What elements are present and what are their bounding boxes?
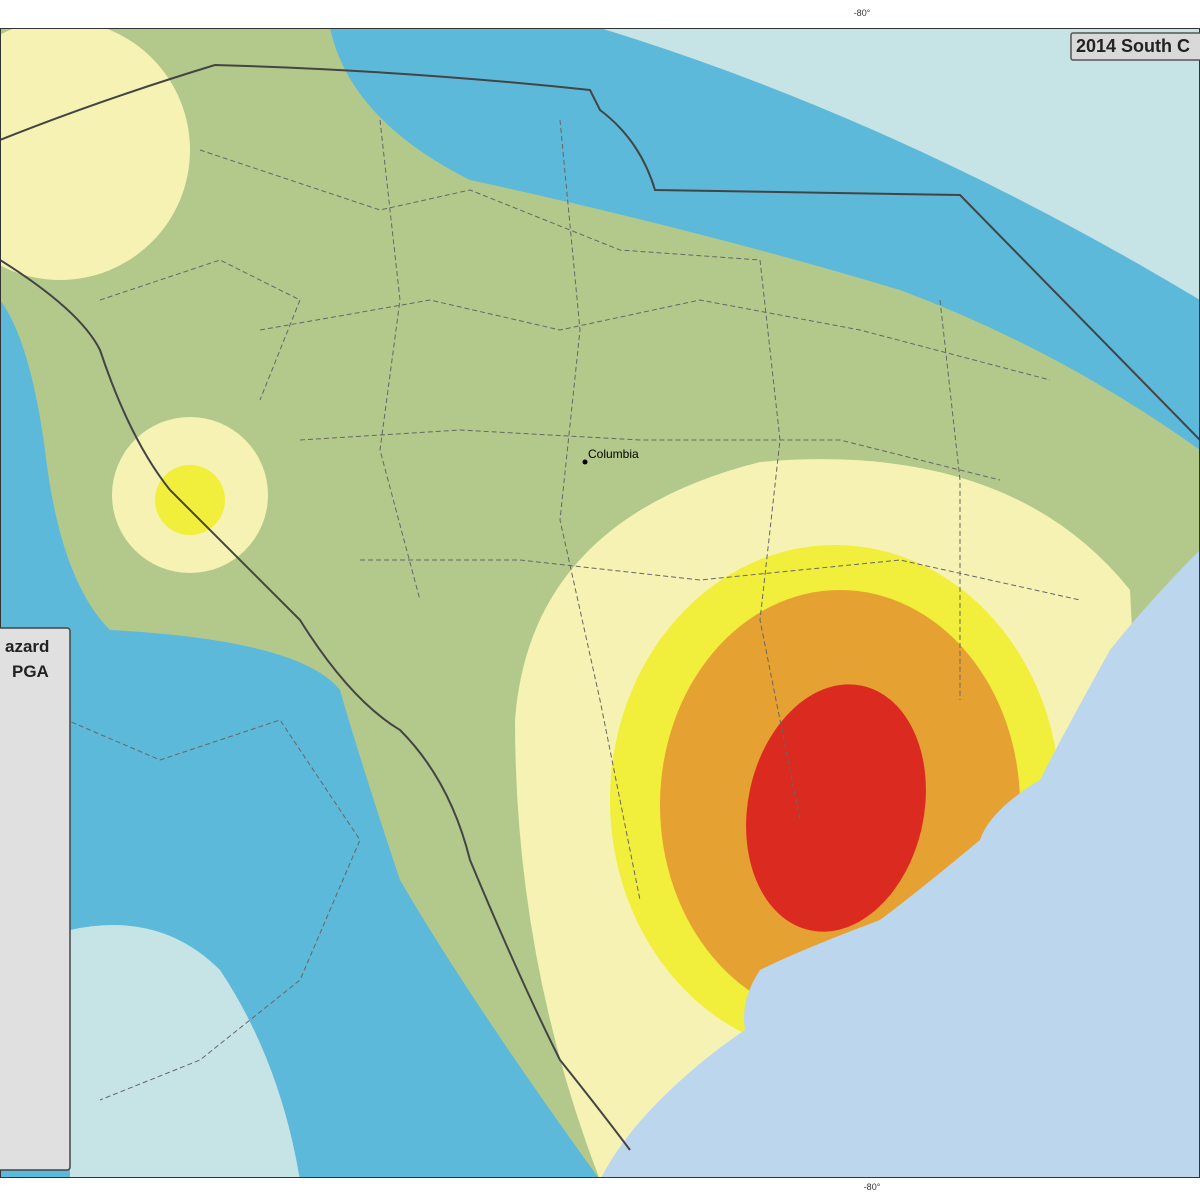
state-borders	[0, 63, 1200, 1151]
city-label: Columbia	[588, 447, 639, 461]
legend-box	[0, 627, 71, 1171]
ocean	[601, 550, 1200, 1178]
county-lines	[19, 119, 1081, 1101]
pale-zone	[70, 925, 300, 1178]
map-title: 2014 South C	[1076, 36, 1190, 56]
light-yellow-zone	[0, 28, 190, 280]
graticule-label: -80°	[854, 8, 871, 18]
legend-text: azard	[5, 637, 49, 656]
city-marker	[582, 459, 588, 465]
yellow-zone	[155, 465, 225, 535]
graticule-label: -80°	[864, 1182, 881, 1192]
legend-text: PGA	[12, 662, 49, 681]
title-box	[1070, 32, 1200, 61]
red-zone	[746, 684, 926, 932]
map-layers	[0, 28, 1200, 1178]
